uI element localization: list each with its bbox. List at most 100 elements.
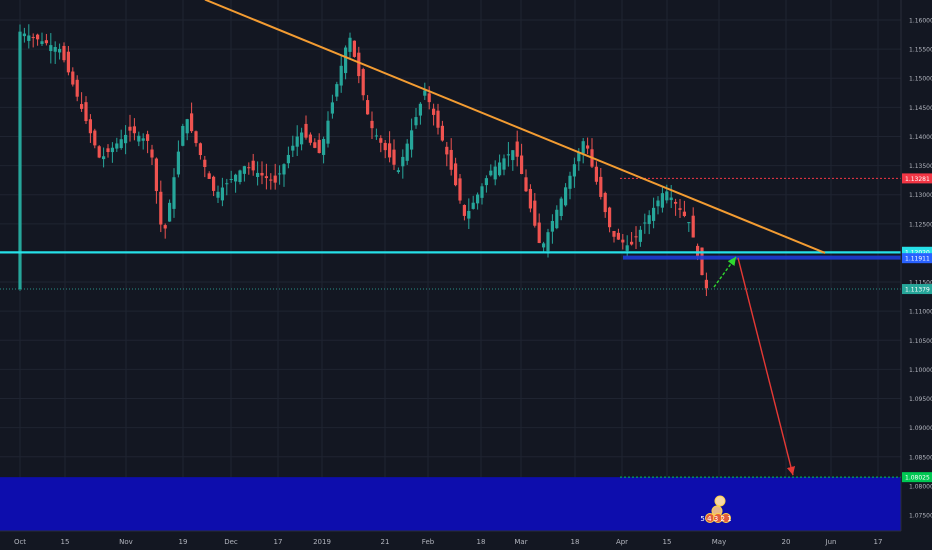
candle-body <box>326 120 330 144</box>
candle-body <box>577 152 581 162</box>
candle-body <box>608 207 612 228</box>
price-tick-label: 1.15000 <box>909 76 932 83</box>
candle-body <box>234 174 238 182</box>
candle-body <box>374 135 378 137</box>
time-tick-label: Oct <box>14 538 26 546</box>
candle-body <box>647 215 651 224</box>
candle-body <box>124 134 128 144</box>
badge-label: 5 4 3 2 1 <box>700 515 731 523</box>
candle-body <box>286 154 290 164</box>
time-axis[interactable]: Oct 15 Nov 19 Dec 17 2019 21 Feb 18 Mar 18 Apr 15 May 2… <box>14 538 883 546</box>
candle-body <box>36 34 40 40</box>
price-tick-label: 1.15500 <box>909 47 932 54</box>
candle-body <box>106 148 110 152</box>
price-tick-label: 1.13500 <box>909 163 932 170</box>
candle-body <box>58 48 62 53</box>
price-tag <box>902 284 932 295</box>
candle-body <box>330 102 334 114</box>
candle-body <box>71 71 75 85</box>
candle-body <box>75 79 79 97</box>
candle-body <box>185 119 189 134</box>
candle-body <box>546 232 550 252</box>
price-tick-label: 1.09000 <box>909 425 932 432</box>
candle-body <box>317 139 321 154</box>
candle-body <box>603 192 607 213</box>
price-axis-panel <box>901 0 932 550</box>
time-tick-label: Mar <box>514 538 527 546</box>
candle-body <box>506 154 510 156</box>
price-tick-label: 1.12500 <box>909 221 932 228</box>
candle-body <box>115 143 119 149</box>
time-tick-label: Dec <box>224 538 238 546</box>
price-tag-label: 1.13281 <box>905 176 930 183</box>
candle-body <box>498 162 502 176</box>
candle-body <box>66 51 70 73</box>
time-tick-label: Feb <box>422 538 435 546</box>
candle-body <box>410 130 414 150</box>
candle-body <box>674 201 678 204</box>
time-tick-label: 19 <box>179 538 188 546</box>
drawing-badge-icon: 5 4 3 2 1 <box>700 495 732 523</box>
candle-body <box>44 40 48 44</box>
time-tick-label: 17 <box>874 538 883 546</box>
price-tag <box>902 246 932 257</box>
candle-body <box>102 156 106 160</box>
candle-body <box>62 45 66 61</box>
candle-body <box>524 177 528 192</box>
candle-body <box>141 138 145 141</box>
candle-body <box>383 142 387 151</box>
candlestick-series <box>18 24 708 297</box>
candle-body <box>630 241 634 245</box>
candle-body <box>669 197 673 201</box>
candle-body <box>449 149 453 170</box>
candle-body <box>339 65 343 86</box>
candle-body <box>634 236 638 238</box>
candle-body <box>564 187 568 206</box>
candle-body <box>436 110 440 128</box>
candle-body <box>418 103 422 116</box>
candle-body <box>295 136 299 147</box>
candle-body <box>581 141 585 154</box>
candle-body <box>322 138 326 155</box>
candle-body <box>396 170 400 172</box>
candle-body <box>22 33 26 37</box>
candle-body <box>550 220 554 232</box>
candle-body <box>502 158 506 170</box>
candle-body <box>278 173 282 175</box>
price-tick-label: 1.10000 <box>909 367 932 374</box>
candle-body <box>458 178 462 201</box>
price-tick-label: 1.11000 <box>909 309 932 316</box>
candle-body <box>638 229 642 242</box>
time-tick-label: Nov <box>119 538 133 546</box>
candle-body <box>652 207 656 221</box>
candle-body <box>537 222 541 243</box>
candle-body <box>190 113 194 132</box>
candle-body <box>696 245 700 257</box>
candle-body <box>414 117 418 126</box>
candle-body <box>344 47 348 74</box>
candle-body <box>207 173 211 179</box>
candle-body <box>656 200 660 207</box>
candle-body <box>273 175 277 183</box>
candle-body <box>40 41 44 44</box>
time-tick-label: 21 <box>381 538 390 546</box>
price-tag <box>902 253 932 264</box>
candle-body <box>484 178 488 186</box>
candle-body <box>555 209 559 229</box>
candle-body <box>471 202 475 209</box>
candle-body <box>18 31 22 290</box>
descending-trendline[interactable] <box>204 0 826 254</box>
candle-body <box>489 170 493 176</box>
candle-body <box>423 90 427 96</box>
time-tick-label: 2019 <box>313 538 331 546</box>
price-tick-label: 1.16000 <box>909 18 932 25</box>
time-tick-label: Apr <box>616 538 628 546</box>
candle-body <box>88 119 92 134</box>
projection-down-arrow <box>737 257 796 476</box>
candle-body <box>80 104 84 109</box>
candle-body <box>335 84 339 97</box>
price-tick-label: 1.14000 <box>909 134 932 141</box>
